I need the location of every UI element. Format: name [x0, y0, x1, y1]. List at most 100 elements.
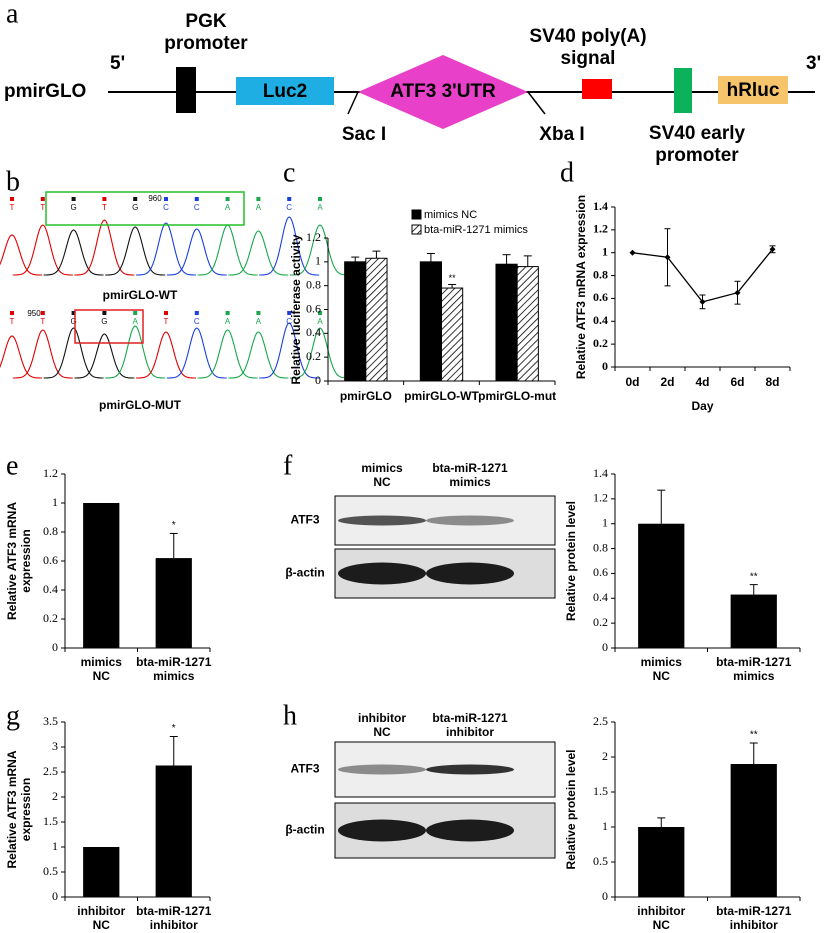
base-marker [102, 197, 107, 201]
significance: * [172, 520, 176, 531]
base-call: A [256, 317, 262, 326]
bar [730, 764, 777, 897]
trace-peak [0, 234, 42, 276]
luc2-box [236, 77, 334, 105]
y-tick-label: 0.6 [306, 301, 321, 315]
base-marker [10, 311, 14, 315]
y-tick-label: 1.2 [593, 491, 608, 505]
panel-label: a [6, 0, 19, 29]
row-label: β-actin [285, 566, 324, 580]
bar [365, 257, 388, 382]
y-tick-label: 0.8 [306, 277, 321, 291]
base-marker [225, 197, 230, 201]
bar [83, 503, 120, 648]
y-tick-label: 0.2 [43, 611, 58, 625]
y-tick-label: 0 [52, 640, 58, 654]
y-tick-label: 0 [602, 640, 608, 654]
base-marker [287, 311, 292, 315]
bar [495, 263, 518, 382]
y-tick-label: 2.5 [593, 714, 608, 728]
bar [638, 827, 685, 897]
y-tick-label: 0.4 [306, 325, 321, 339]
utr-label: ATF3 3'UTR [390, 81, 496, 102]
bar [419, 261, 442, 382]
base-marker [318, 197, 322, 201]
base-call: T [164, 317, 169, 326]
significance: ** [449, 273, 457, 283]
trace-peak [136, 222, 196, 276]
row-label: β-actin [285, 823, 324, 837]
panel-label: f [283, 450, 293, 481]
base-call: T [102, 203, 107, 212]
row-label: ATF3 [290, 513, 319, 527]
bar [155, 765, 192, 897]
base-marker [133, 197, 138, 201]
x-tick-label: 6d [730, 375, 744, 389]
early-box [674, 68, 692, 113]
x-tick-label: bta-miR-1271 mimics [716, 655, 792, 683]
panel-label: h [283, 700, 297, 731]
row-label: ATF3 [290, 762, 319, 776]
base-call: C [163, 203, 169, 212]
position-label: 960 [148, 194, 162, 203]
three-prime: 3' [806, 53, 821, 74]
x-axis-title: Day [691, 399, 713, 413]
base-call: T [40, 317, 45, 326]
xba-label: Xba I [539, 124, 584, 145]
y-tick-label: 3.5 [43, 714, 58, 728]
base-marker [133, 311, 138, 315]
bar [516, 266, 539, 382]
vector-name: pmirGLO [4, 81, 86, 102]
y-tick-label: 1.2 [306, 230, 321, 244]
y-tick-label: 0.6 [43, 553, 58, 567]
base-call: A [317, 203, 323, 212]
base-marker [102, 311, 107, 315]
base-call: G [132, 203, 138, 212]
early-label: SV40 early promoter [649, 123, 746, 166]
highlight-box [74, 309, 144, 344]
y-tick-label: 2.5 [43, 764, 58, 778]
trace-peak [105, 325, 166, 379]
trace-peak [166, 327, 227, 379]
trace-peak [228, 331, 289, 379]
y-axis-title: Relative ATF3 mRNAexpression [5, 750, 33, 868]
y-tick-label: 1 [602, 515, 608, 529]
y-axis-title: Relative ATF3 mRNA expression [574, 195, 588, 379]
trace-peak [43, 327, 104, 379]
highlight-box [45, 191, 245, 226]
bar [155, 558, 192, 648]
base-marker [287, 197, 292, 201]
x-tick-label: pmirGLO-WT [404, 389, 479, 403]
base-call: C [286, 317, 292, 326]
trace-peak [290, 327, 350, 379]
base-call: G [70, 203, 76, 212]
base-call: A [133, 317, 139, 326]
base-marker [164, 197, 168, 201]
y-tick-label: 0.6 [593, 565, 608, 579]
significance: * [172, 723, 176, 734]
x-tick-label: inhibitor NC [637, 904, 685, 932]
trace-peak [12, 224, 73, 276]
y-tick-label: 1.5 [593, 784, 608, 798]
chromatogram-label: pmirGLO-WT [103, 288, 178, 302]
x-tick-label: inhibitor NC [77, 904, 125, 932]
significance: ** [750, 571, 758, 582]
y-tick-label: 1 [315, 254, 321, 268]
trace-peak [12, 329, 73, 379]
x-tick-label: mimics NC [81, 655, 123, 683]
base-marker [194, 197, 199, 201]
x-tick-label: pmirGLO [340, 389, 392, 403]
x-tick-label: bta-miR-1271 inhibitor [716, 904, 792, 932]
y-tick-label: 0.5 [593, 854, 608, 868]
base-marker [10, 197, 14, 201]
trace-peak [166, 228, 227, 276]
base-call: A [225, 203, 231, 212]
x-tick-label: 4d [695, 375, 709, 389]
blot-band [426, 819, 514, 842]
base-call: T [10, 317, 15, 326]
y-axis-title: Relative luciferase activity [289, 234, 303, 384]
utr-diamond [358, 55, 528, 129]
trace-peak [74, 333, 135, 379]
trace-peak [228, 230, 289, 276]
bar [638, 523, 685, 648]
